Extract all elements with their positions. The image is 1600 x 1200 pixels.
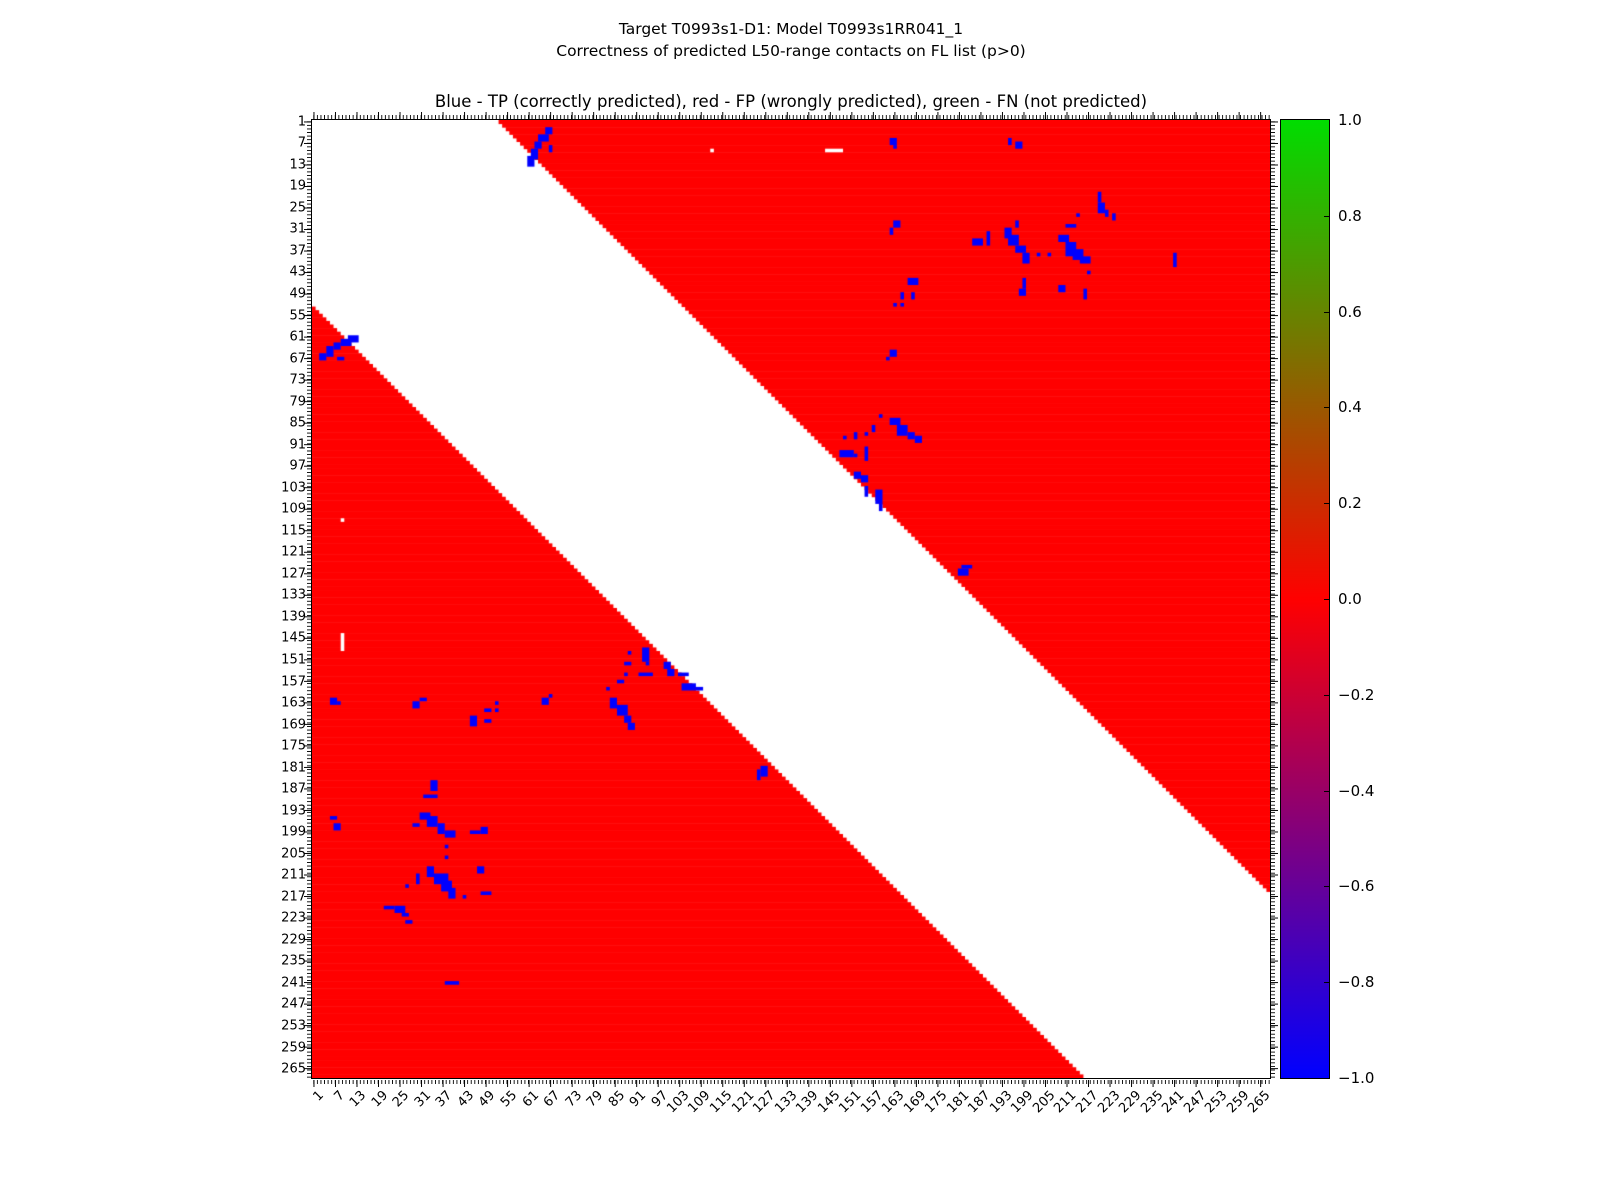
axes-title-legend: Blue - TP (correctly predicted), red - F… bbox=[434, 92, 1148, 111]
colorbar-tick bbox=[1324, 790, 1330, 792]
x-axis-minor-ticks-bottom bbox=[312, 1080, 1270, 1084]
y-tick-label: 205 bbox=[281, 846, 306, 862]
suptitle-line-2: Correctness of predicted L50-range conta… bbox=[556, 42, 1026, 60]
colorbar-tick-label: −0.2 bbox=[1338, 685, 1375, 704]
x-tick-label-text: 25 bbox=[390, 1088, 413, 1111]
x-axis-major-ticks-bottom bbox=[312, 1080, 1270, 1087]
y-tick-label: 151 bbox=[281, 652, 306, 668]
colorbar-tick bbox=[1324, 215, 1330, 217]
y-tick-label: 217 bbox=[281, 889, 306, 905]
colorbar bbox=[1280, 119, 1330, 1079]
colorbar-tick bbox=[1324, 503, 1330, 505]
y-tick-label: 85 bbox=[289, 415, 306, 431]
colorbar-tick bbox=[1324, 886, 1330, 888]
y-axis-minor-ticks-right bbox=[1271, 120, 1275, 1078]
y-tick-label: 265 bbox=[281, 1061, 306, 1077]
x-tick-label-text: 79 bbox=[583, 1088, 607, 1111]
y-tick-label: 163 bbox=[281, 695, 306, 711]
y-tick-label: 193 bbox=[281, 803, 306, 819]
y-tick-label: 235 bbox=[281, 953, 306, 969]
x-tick-label-text: 43 bbox=[454, 1088, 478, 1111]
y-tick-label: 67 bbox=[289, 351, 306, 367]
x-axis-major-ticks-top bbox=[312, 112, 1270, 119]
x-tick-label-text: 67 bbox=[540, 1088, 564, 1111]
colorbar-tick-label: 1.0 bbox=[1338, 111, 1362, 129]
colorbar-tick bbox=[1324, 694, 1330, 696]
y-tick-label: 127 bbox=[281, 566, 306, 582]
colorbar-tick-label: 0.0 bbox=[1338, 590, 1362, 608]
y-tick-label: 187 bbox=[281, 781, 306, 797]
y-tick-label: 133 bbox=[281, 587, 306, 603]
x-tick-label-text: 91 bbox=[627, 1088, 650, 1111]
y-tick-label: 121 bbox=[281, 544, 306, 560]
y-tick-label: 103 bbox=[281, 480, 306, 496]
colorbar-tick-label: 0.8 bbox=[1338, 206, 1362, 225]
y-tick-label: 109 bbox=[281, 501, 306, 517]
colorbar-tick-label: −1.0 bbox=[1338, 1069, 1375, 1087]
colorbar-tick bbox=[1324, 311, 1330, 313]
colorbar-tick bbox=[1324, 982, 1330, 984]
y-tick-label: 115 bbox=[281, 523, 306, 539]
y-tick-label: 31 bbox=[289, 221, 306, 237]
colorbar-tick-label: 0.6 bbox=[1338, 302, 1362, 321]
y-tick-label: 229 bbox=[281, 932, 306, 948]
y-tick-label: 25 bbox=[289, 200, 306, 216]
y-tick-label: 139 bbox=[281, 609, 306, 625]
contact-map-axes bbox=[311, 119, 1271, 1079]
y-tick-label: 199 bbox=[281, 824, 306, 840]
y-tick-label: 73 bbox=[289, 372, 306, 388]
x-tick-label-text: 49 bbox=[476, 1088, 499, 1111]
x-tick-label-text: 61 bbox=[519, 1088, 542, 1111]
y-tick-label: 211 bbox=[281, 867, 306, 883]
x-tick-label-text: 1 bbox=[309, 1088, 327, 1105]
y-tick-label: 247 bbox=[281, 996, 306, 1012]
y-tick-label: 13 bbox=[289, 157, 306, 173]
y-tick-label: 43 bbox=[289, 264, 306, 280]
y-tick-label: 223 bbox=[281, 910, 306, 926]
colorbar-tick bbox=[1324, 407, 1330, 409]
y-tick-label: 55 bbox=[289, 308, 306, 324]
colorbar-tick-label: 0.4 bbox=[1338, 398, 1362, 417]
y-tick-label: 79 bbox=[289, 394, 306, 410]
figure-suptitle: Target T0993s1-D1: Model T0993s1RR041_1 … bbox=[312, 18, 1270, 62]
y-tick-label: 1 bbox=[297, 114, 306, 130]
x-tick-label-text: 13 bbox=[347, 1088, 370, 1111]
y-tick-label: 145 bbox=[281, 630, 306, 646]
colorbar-tick-label: 0.2 bbox=[1338, 494, 1362, 513]
y-tick-label: 259 bbox=[281, 1040, 306, 1055]
y-tick-label: 169 bbox=[281, 717, 306, 733]
y-tick-label: 49 bbox=[289, 286, 306, 302]
suptitle-line-1: Target T0993s1-D1: Model T0993s1RR041_1 bbox=[618, 20, 964, 38]
contact-map-canvas bbox=[312, 120, 1270, 1078]
y-tick-label: 19 bbox=[289, 178, 306, 194]
y-tick-label: 37 bbox=[289, 243, 306, 259]
x-tick-label-text: 55 bbox=[497, 1088, 521, 1111]
colorbar-tick bbox=[1324, 599, 1330, 600]
y-tick-label: 253 bbox=[281, 1018, 306, 1034]
x-tick-label-text: 31 bbox=[411, 1088, 435, 1111]
colorbar-tick-label: −0.6 bbox=[1338, 877, 1375, 896]
colorbar-tick-label: −0.4 bbox=[1338, 781, 1375, 800]
x-tick-label-text: 73 bbox=[562, 1088, 585, 1111]
x-tick-label-text: 7 bbox=[331, 1088, 348, 1105]
x-tick-label-text: 265 bbox=[1245, 1088, 1274, 1117]
x-tick-label-text: 37 bbox=[433, 1088, 456, 1111]
x-tick-label-text: 19 bbox=[368, 1088, 391, 1111]
y-tick-label: 175 bbox=[281, 738, 306, 754]
y-tick-label: 181 bbox=[281, 760, 306, 776]
y-tick-label: 7 bbox=[297, 135, 306, 151]
y-tick-label: 61 bbox=[289, 329, 306, 345]
y-tick-label: 97 bbox=[289, 458, 306, 474]
y-tick-label: 241 bbox=[281, 975, 306, 991]
colorbar-tick-label: −0.8 bbox=[1338, 973, 1375, 992]
y-tick-label: 157 bbox=[281, 674, 306, 690]
y-axis-major-ticks-right bbox=[1271, 120, 1278, 1078]
x-tick-label-text: 85 bbox=[605, 1088, 628, 1111]
y-tick-label: 91 bbox=[289, 437, 306, 453]
